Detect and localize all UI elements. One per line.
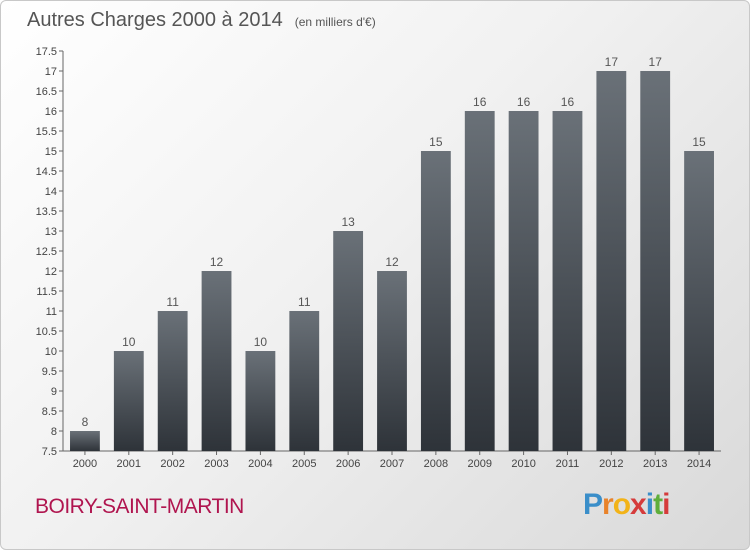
x-tick-label: 2007: [380, 458, 404, 470]
data-label-2004: 10: [254, 335, 268, 349]
y-tick-label: 17: [45, 66, 57, 78]
logo-letter: x: [630, 488, 647, 521]
x-tick-label: 2014: [687, 458, 711, 470]
x-tick-label: 2010: [511, 458, 535, 470]
x-tick-label: 2011: [556, 458, 580, 470]
y-tick-label: 15.5: [36, 126, 57, 138]
y-tick-label: 13.5: [36, 206, 57, 218]
logo-letter: r: [602, 488, 614, 521]
data-label-2005: 11: [298, 295, 311, 309]
chart-subtitle: (en milliers d'€): [294, 15, 376, 29]
data-label-2002: 11: [166, 295, 179, 309]
bar-2011: [552, 111, 583, 451]
y-tick-label: 16.5: [36, 86, 57, 98]
bar-2004: [245, 351, 276, 451]
logo-letter: o: [612, 488, 631, 521]
x-tick-label: 2003: [204, 458, 228, 470]
x-tick-label: 2000: [73, 458, 97, 470]
y-tick-label: 8.5: [42, 406, 57, 418]
x-tick-label: 2006: [336, 458, 360, 470]
x-tick-label: 2012: [599, 458, 623, 470]
bar-2003: [201, 271, 232, 451]
y-tick-label: 14.5: [36, 166, 57, 178]
x-tick-label: 2001: [117, 458, 141, 470]
bar-2008: [420, 151, 451, 451]
x-tick-label: 2009: [467, 458, 491, 470]
y-tick-label: 11.5: [36, 286, 57, 298]
bar-2007: [377, 271, 407, 451]
data-label-2014: 15: [692, 135, 706, 149]
bar-2014: [684, 151, 714, 451]
bar-2006: [333, 231, 364, 451]
logo-letter: i: [645, 488, 654, 521]
logo-letter: t: [653, 488, 663, 521]
x-tick-label: 2008: [424, 458, 448, 470]
data-label-2000: 8: [82, 415, 89, 429]
y-tick-label: 15: [45, 146, 57, 158]
y-tick-label: 7.5: [42, 446, 57, 458]
y-tick-label: 10: [45, 346, 57, 358]
y-tick-label: 8: [51, 426, 57, 438]
x-tick-label: 2005: [292, 458, 316, 470]
data-label-2003: 12: [210, 255, 224, 269]
y-tick-label: 13: [45, 226, 57, 238]
data-label-2007: 12: [385, 255, 399, 269]
bar-2005: [289, 311, 320, 451]
data-label-2001: 10: [122, 335, 136, 349]
bar-2002: [157, 311, 188, 451]
x-tick-label: 2004: [248, 458, 272, 470]
data-label-2008: 15: [429, 135, 443, 149]
logo-letter: i: [662, 488, 670, 521]
bar-2013: [640, 71, 671, 451]
data-label-2012: 17: [605, 55, 619, 69]
x-tick-label: 2013: [643, 458, 667, 470]
bar-2010: [508, 111, 539, 451]
y-tick-label: 12.5: [36, 246, 57, 258]
data-label-2009: 16: [473, 95, 487, 109]
bar-2000: [70, 431, 100, 451]
bar-2012: [596, 71, 627, 451]
bar-2001: [113, 351, 144, 451]
chart-bars: [70, 71, 714, 451]
bar-2009: [464, 111, 495, 451]
y-tick-label: 9: [51, 386, 57, 398]
y-tick-label: 9.5: [42, 366, 57, 378]
y-tick-label: 10.5: [36, 326, 57, 338]
place-name: BOIRY-SAINT-MARTIN: [35, 495, 244, 518]
data-label-2006: 13: [341, 215, 355, 229]
chart-data-labels: 8 10 11 12 10 11 13 12 15 16 16 16 17 17 15: [82, 55, 706, 429]
logo-letter: P: [583, 488, 603, 521]
y-tick-label: 14: [45, 186, 57, 198]
data-label-2013: 17: [649, 55, 663, 69]
data-label-2011: 16: [561, 95, 575, 109]
chart-title-text: Autres Charges 2000 à 2014: [27, 9, 283, 31]
data-label-2010: 16: [517, 95, 531, 109]
y-tick-label: 16: [45, 106, 57, 118]
proxiti-logo[interactable]: Proxiti: [583, 488, 670, 522]
x-tick-label: 2002: [160, 458, 184, 470]
y-tick-label: 11: [46, 306, 57, 318]
chart-title: Autres Charges 2000 à 2014 (en milliers d…: [27, 9, 376, 32]
y-tick-label: 12: [45, 266, 57, 278]
y-tick-label: 17.5: [36, 46, 57, 58]
